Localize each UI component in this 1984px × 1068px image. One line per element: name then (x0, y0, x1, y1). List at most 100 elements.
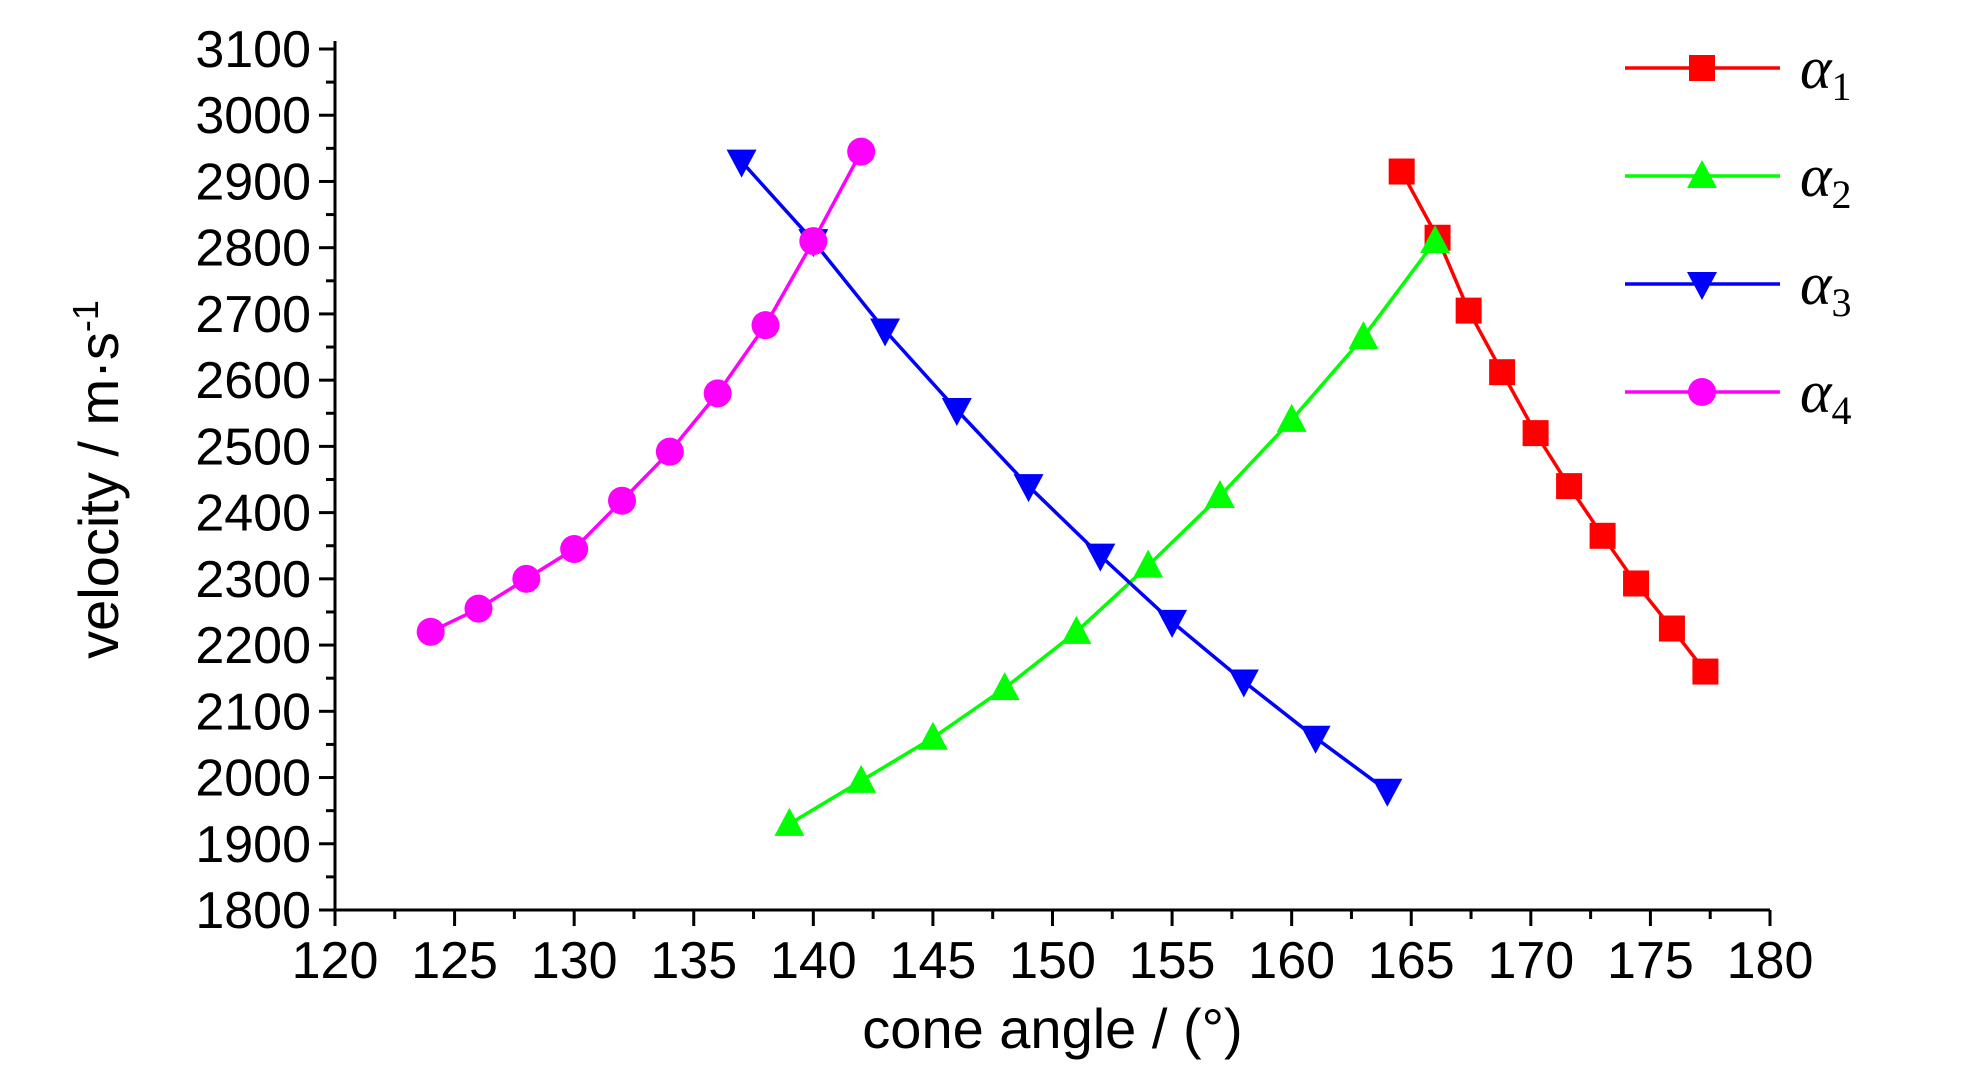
data-point (1013, 474, 1044, 503)
data-point (464, 594, 493, 623)
y-tick-label: 2000 (195, 750, 311, 808)
data-point (703, 379, 732, 408)
series-line (788, 240, 1437, 826)
data-point (1489, 359, 1516, 386)
data-point (1204, 480, 1235, 509)
x-tick-label: 150 (1009, 932, 1096, 990)
data-point (870, 318, 901, 347)
legend-subscript: 1 (1832, 64, 1852, 109)
legend-item: α2 (1625, 143, 1852, 217)
data-point (1556, 473, 1583, 500)
data-point (917, 721, 948, 750)
data-point (941, 397, 972, 426)
series-3 (726, 149, 1403, 807)
legend-subscript: 4 (1832, 388, 1852, 433)
x-tick-label: 155 (1129, 932, 1216, 990)
data-point (1623, 570, 1650, 597)
data-point (1085, 543, 1116, 572)
legend-label: α4 (1800, 359, 1852, 433)
data-point (726, 149, 757, 178)
legend-label: α1 (1800, 35, 1852, 109)
data-point (416, 617, 445, 646)
x-axis-title: cone angle / (°) (862, 997, 1242, 1060)
data-point (1689, 55, 1715, 81)
x-tick-label: 135 (650, 932, 737, 990)
axes: 120 125 130 135 140 145 150 155 160 165 170 175 180 1… (195, 21, 1813, 990)
legend-label: α3 (1800, 251, 1852, 325)
y-tick-label: 2400 (195, 485, 311, 543)
data-point (751, 311, 780, 340)
data-point (560, 535, 589, 564)
legend-symbol: α (1800, 35, 1833, 101)
x-tick-label: 175 (1607, 932, 1694, 990)
data-point (1348, 321, 1379, 350)
data-point (655, 437, 684, 466)
data-point (1157, 609, 1188, 638)
x-tick-label: 140 (770, 932, 857, 990)
y-tick-label: 2900 (195, 153, 311, 211)
y-tick-label: 1800 (195, 882, 311, 940)
y-tick-label: 2700 (195, 286, 311, 344)
data-point (1687, 272, 1717, 300)
legend-symbol: α (1800, 143, 1833, 209)
y-axis-title: velocity / m·s-1 (65, 300, 130, 659)
series-line (1400, 170, 1707, 673)
y-tick-label: 1900 (195, 816, 311, 874)
x-tick-label: 180 (1727, 932, 1814, 990)
series-layer (416, 137, 1719, 836)
data-point (1133, 549, 1164, 578)
data-point (1388, 158, 1415, 185)
legend-item: α3 (1625, 251, 1852, 325)
data-point (799, 227, 828, 256)
data-point (1688, 378, 1716, 406)
legend-item: α1 (1625, 35, 1852, 109)
data-point (1228, 669, 1259, 698)
y-tick-label: 3100 (195, 21, 311, 79)
legend-item: α4 (1625, 359, 1852, 433)
series-4 (416, 137, 876, 646)
data-point (1589, 522, 1616, 549)
data-point (1687, 160, 1717, 188)
y-tick-label: 2300 (195, 551, 311, 609)
y-tick-label: 2100 (195, 683, 311, 741)
y-axis-title-main: velocity / m·s (67, 332, 130, 659)
series-2 (774, 225, 1451, 836)
data-point (1300, 725, 1331, 754)
legend-label: α2 (1800, 143, 1852, 217)
data-point (846, 764, 877, 793)
data-point (1372, 778, 1403, 807)
x-tick-label: 160 (1248, 932, 1335, 990)
legend-symbol: α (1800, 359, 1833, 425)
y-tick-label: 2600 (195, 352, 311, 410)
legend-subscript: 2 (1832, 172, 1852, 217)
x-tick-label: 165 (1368, 932, 1455, 990)
data-point (847, 137, 876, 166)
data-point (1420, 225, 1451, 254)
y-tick-label: 2800 (195, 220, 311, 278)
x-tick-label: 130 (531, 932, 618, 990)
data-point (1658, 615, 1685, 642)
data-point (1455, 297, 1482, 324)
data-point (774, 807, 805, 836)
data-point (608, 486, 636, 515)
series-1 (1388, 158, 1719, 685)
data-point (1522, 420, 1549, 447)
data-point (512, 564, 541, 593)
data-point (1692, 658, 1719, 685)
y-tick-label: 2200 (195, 617, 311, 675)
x-tick-label: 170 (1487, 932, 1574, 990)
legend-symbol: α (1800, 251, 1833, 317)
series-line (740, 160, 1389, 793)
y-axis-title-superscript: -1 (65, 300, 106, 332)
x-tick-label: 120 (292, 932, 379, 990)
x-tick-label: 125 (411, 932, 498, 990)
series-line (429, 150, 863, 634)
y-tick-label: 3000 (195, 87, 311, 145)
x-tick-label: 145 (890, 932, 977, 990)
legend-subscript: 3 (1832, 280, 1852, 325)
data-point (1061, 615, 1092, 644)
data-point (989, 672, 1020, 701)
